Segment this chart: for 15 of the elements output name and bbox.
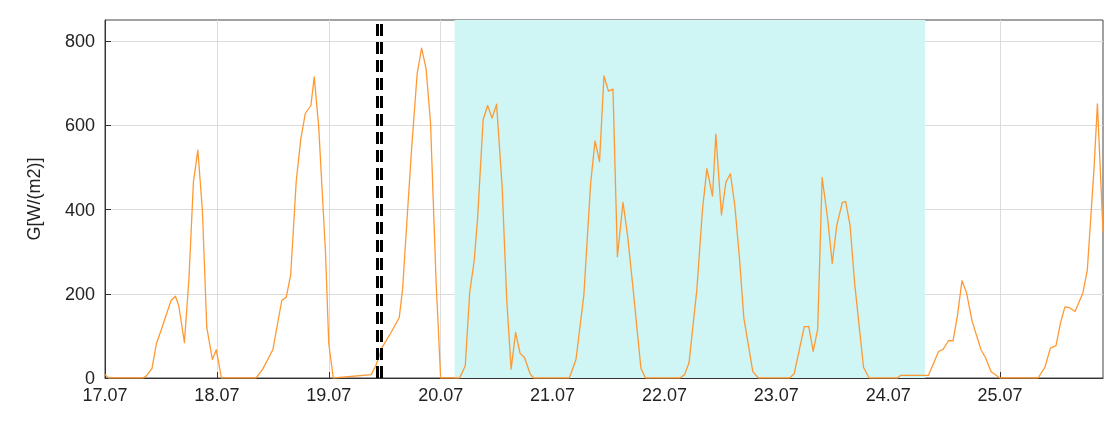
y-tick-label: 600 xyxy=(64,115,95,136)
y-tick-label: 200 xyxy=(64,283,95,304)
x-tick-label: 17.07 xyxy=(82,385,128,405)
x-tick-label: 23.07 xyxy=(753,385,799,405)
y-axis-title: G[W/(m2)] xyxy=(24,157,44,241)
x-tick-label: 24.07 xyxy=(865,385,911,405)
x-tick-label: 22.07 xyxy=(641,385,687,405)
x-tick-label: 18.07 xyxy=(194,385,240,405)
x-tick-label: 25.07 xyxy=(977,385,1023,405)
y-tick-label: 800 xyxy=(64,31,95,52)
y-tick-label: 400 xyxy=(64,199,95,220)
x-tick-label: 21.07 xyxy=(530,385,576,405)
x-tick-label: 20.07 xyxy=(418,385,464,405)
x-tick-label: 19.07 xyxy=(306,385,352,405)
y-tick-label: 0 xyxy=(84,368,95,388)
